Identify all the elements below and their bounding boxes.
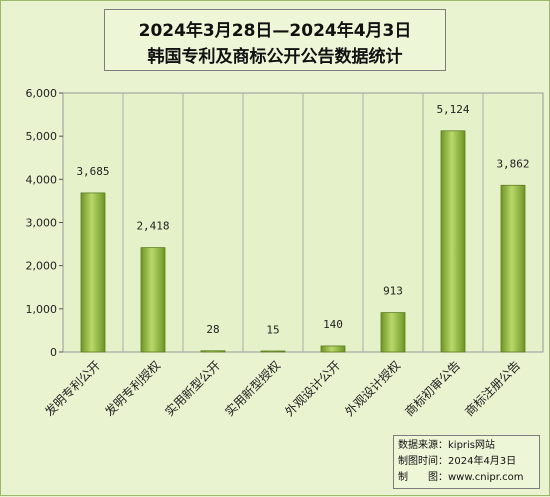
bar <box>200 350 226 353</box>
chart-date-text: 制图时间：2024年4月3日 <box>398 456 517 467</box>
x-tick-label: 商标注册公告 <box>462 358 524 420</box>
x-tick-label: 发明专利授权 <box>102 358 164 420</box>
x-tick-label: 发明专利公开 <box>42 358 104 420</box>
y-tick-label: 1,000 <box>26 303 58 316</box>
bar <box>140 247 166 353</box>
y-tick-label: 6,000 <box>26 87 58 100</box>
data-label: 913 <box>383 285 403 298</box>
y-tick-label: 0 <box>50 346 57 359</box>
data-label: 3,685 <box>76 165 109 178</box>
data-labels: 3,685 2,418 28 15 140 913 5,124 3,862 <box>76 103 529 337</box>
data-label: 15 <box>266 323 279 336</box>
bar <box>320 345 346 353</box>
chart-title: 2024年3月28日—2024年4月3日 <box>138 21 412 41</box>
x-tick-label: 外观设计公开 <box>282 358 343 419</box>
chart-maker-text: 制 图：www.cnipr.com <box>398 472 524 483</box>
title-box: 2024年3月28日—2024年4月3日 韩国专利及商标公开公告数据统计 <box>104 9 446 71</box>
y-tick-label: 3,000 <box>26 217 58 230</box>
gridlines <box>122 93 484 352</box>
bar <box>440 130 466 353</box>
bar <box>260 350 286 353</box>
bar <box>380 312 406 353</box>
y-tick-label: 5,000 <box>26 130 58 143</box>
y-tick-label: 4,000 <box>26 173 58 186</box>
data-label: 2,418 <box>136 220 169 233</box>
x-tick-label: 外观设计授权 <box>342 358 404 420</box>
x-tick-label: 实用新型授权 <box>222 358 284 420</box>
x-tick-label: 商标初审公告 <box>402 358 464 420</box>
y-axis: 0 1,000 2,000 3,000 4,000 5,000 6,000 <box>26 87 63 359</box>
bar <box>500 184 526 353</box>
source-info-box: 数据来源：kipris网站 制图时间：2024年4月3日 制 图：www.cni… <box>393 435 540 489</box>
data-label: 5,124 <box>436 103 469 116</box>
bars <box>80 130 526 353</box>
y-tick-label: 2,000 <box>26 260 58 273</box>
data-label: 28 <box>206 323 219 336</box>
data-label: 3,862 <box>496 157 529 170</box>
data-label: 140 <box>323 318 343 331</box>
x-axis-labels: 发明专利公开 发明专利授权 实用新型公开 实用新型授权 外观设计公开 外观设计授权 商标初审… <box>42 358 524 420</box>
bar <box>80 192 106 353</box>
chart-subtitle: 韩国专利及商标公开公告数据统计 <box>147 47 403 67</box>
x-tick-label: 实用新型公开 <box>162 358 224 420</box>
data-source-text: 数据来源：kipris网站 <box>398 440 496 451</box>
